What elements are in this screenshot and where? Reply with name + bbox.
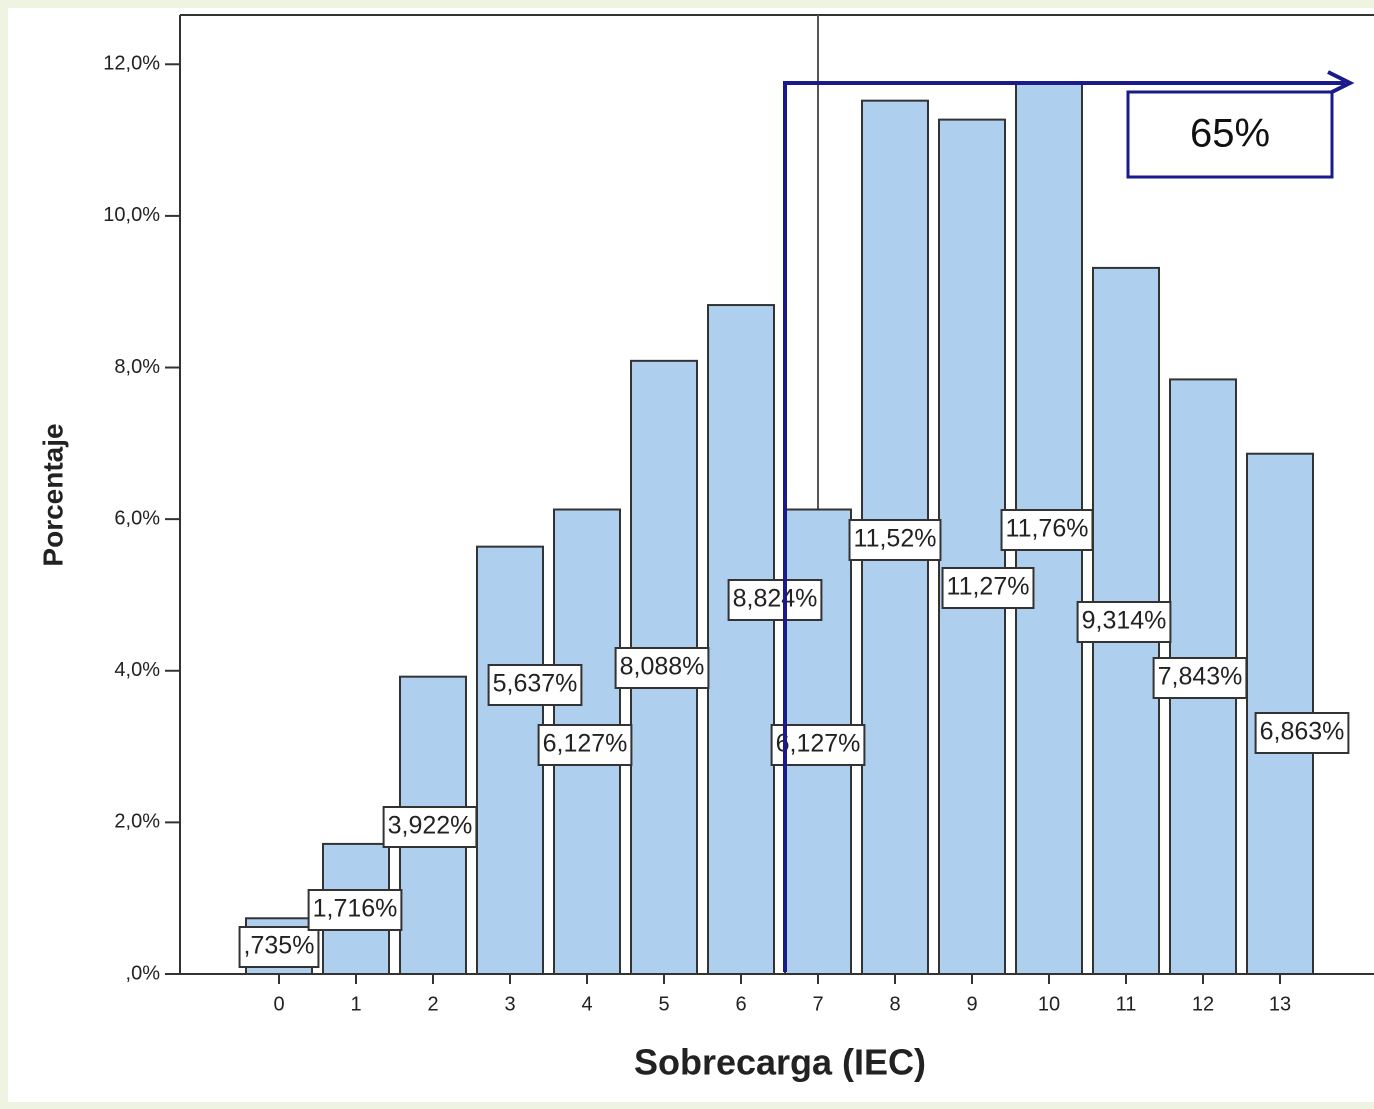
value-label-box — [1254, 712, 1350, 754]
x-tick-label: 11 — [1116, 993, 1137, 1015]
value-label-box — [382, 806, 478, 848]
value-label: 6,127% — [776, 730, 861, 758]
value-label: 11,27% — [947, 573, 1030, 601]
value-label: ,735% — [244, 932, 315, 960]
value-label: 11,76% — [1006, 515, 1089, 543]
annotation-arrow — [783, 81, 1345, 972]
x-tick-label: 1 — [350, 993, 361, 1015]
x-tick-label: 2 — [427, 993, 438, 1015]
value-label: 6,863% — [1260, 718, 1345, 746]
value-label: 3,922% — [388, 812, 473, 840]
value-label-box — [770, 724, 866, 766]
value-label-box — [307, 889, 403, 931]
x-tick-label: 8 — [889, 993, 900, 1015]
value-label-box — [1000, 509, 1094, 551]
value-label-box — [1152, 657, 1248, 699]
x-tick-label: 3 — [504, 993, 515, 1015]
x-axis-title: Sobrecarga (IEC) — [634, 1042, 926, 1083]
y-tick-label: 8,0% — [114, 356, 160, 378]
x-tick-label: 4 — [581, 993, 592, 1015]
annotation-box — [1126, 90, 1334, 179]
x-tick-label: 6 — [735, 993, 746, 1015]
bar — [476, 545, 544, 975]
y-tick-label: ,0% — [126, 962, 161, 984]
value-label-box — [848, 519, 942, 561]
bar — [938, 118, 1006, 976]
value-label-box — [614, 647, 710, 689]
value-label-box — [727, 579, 823, 621]
value-label: 6,127% — [543, 730, 628, 758]
value-label: 11,52% — [854, 525, 937, 553]
value-label: 1,716% — [313, 895, 398, 923]
x-tick-label: 7 — [812, 993, 823, 1015]
y-axis-title: Porcentaje — [37, 423, 68, 566]
y-tick-label: 12,0% — [103, 53, 160, 75]
x-tick-label: 0 — [273, 993, 284, 1015]
x-tick-label: 10 — [1038, 993, 1060, 1015]
value-label-box — [487, 664, 583, 706]
value-label-box — [537, 724, 633, 766]
data-labels: ,735% 1,716% 3,922% 5,637% 6,127% 8,088% 8,824… — [238, 509, 1350, 968]
y-tick-label: 10,0% — [103, 204, 160, 226]
annotation-text: 65% — [1190, 112, 1270, 156]
x-tick-label: 13 — [1269, 993, 1291, 1015]
x-tick-label: 5 — [658, 993, 669, 1015]
value-label-box — [238, 926, 320, 968]
y-tick-label: 6,0% — [114, 507, 160, 529]
value-label: 7,843% — [1158, 663, 1243, 691]
x-tick-label: 12 — [1192, 993, 1214, 1015]
y-tick-label: 4,0% — [114, 659, 160, 681]
bar — [707, 304, 775, 975]
value-label: 8,824% — [733, 585, 818, 613]
value-label-box — [941, 567, 1035, 609]
value-label: 8,088% — [620, 653, 705, 681]
x-tick-label: 9 — [966, 993, 977, 1015]
y-tick-label: 2,0% — [114, 811, 160, 833]
value-label: 5,637% — [493, 670, 578, 698]
value-label: 9,314% — [1082, 607, 1167, 635]
arrow-head — [1327, 70, 1355, 96]
value-label-box — [1076, 601, 1172, 643]
